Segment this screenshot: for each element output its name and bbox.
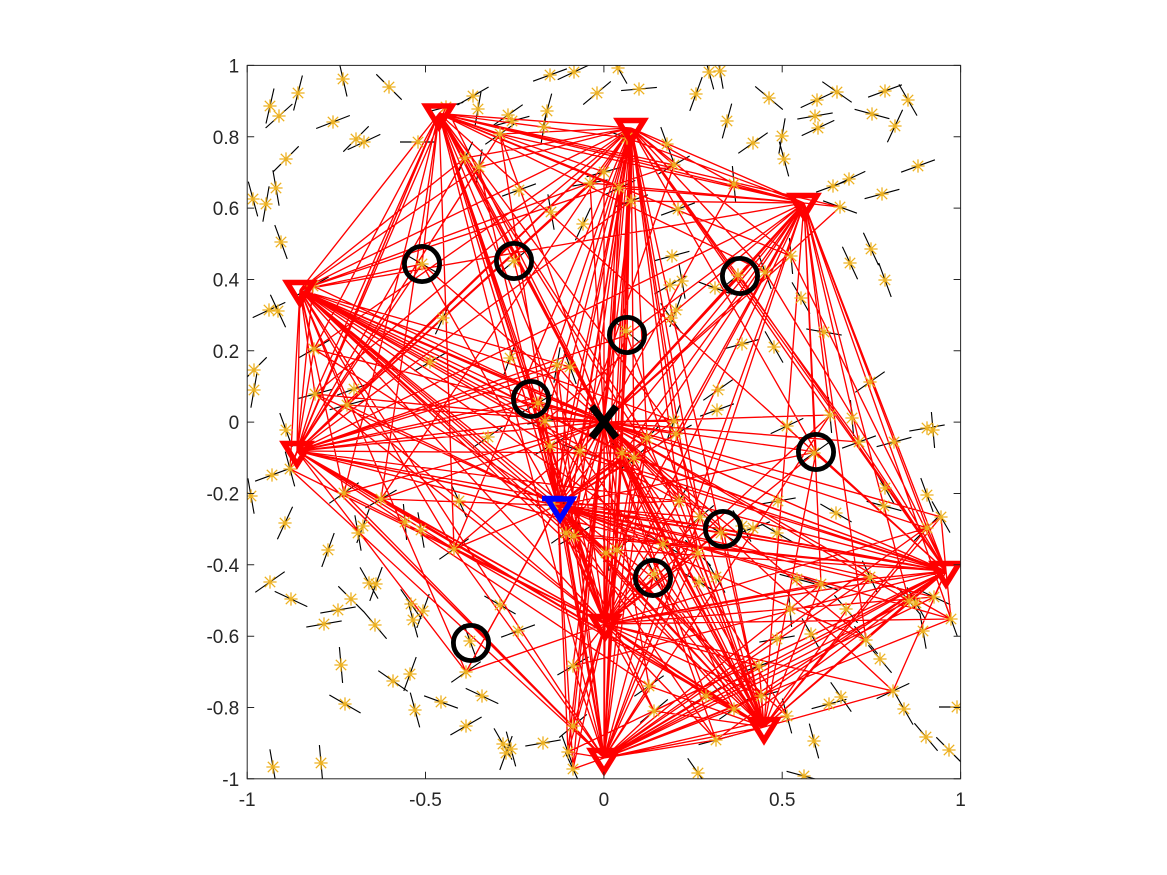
- svg-text:-0.6: -0.6: [206, 627, 239, 648]
- svg-text:0.8: 0.8: [213, 128, 239, 149]
- svg-text:0.2: 0.2: [213, 342, 239, 363]
- svg-text:1: 1: [955, 790, 966, 811]
- svg-text:-0.5: -0.5: [409, 790, 442, 811]
- svg-text:-1: -1: [239, 790, 256, 811]
- svg-text:0.5: 0.5: [769, 790, 795, 811]
- svg-text:1: 1: [229, 56, 240, 77]
- svg-text:0.6: 0.6: [213, 199, 239, 220]
- svg-text:-0.4: -0.4: [206, 556, 239, 577]
- svg-text:-0.8: -0.8: [206, 699, 239, 720]
- svg-text:0.4: 0.4: [213, 271, 240, 292]
- svg-text:0: 0: [229, 413, 240, 434]
- svg-text:0: 0: [599, 790, 610, 811]
- svg-text:-0.2: -0.2: [206, 485, 239, 506]
- svg-text:-1: -1: [222, 770, 239, 791]
